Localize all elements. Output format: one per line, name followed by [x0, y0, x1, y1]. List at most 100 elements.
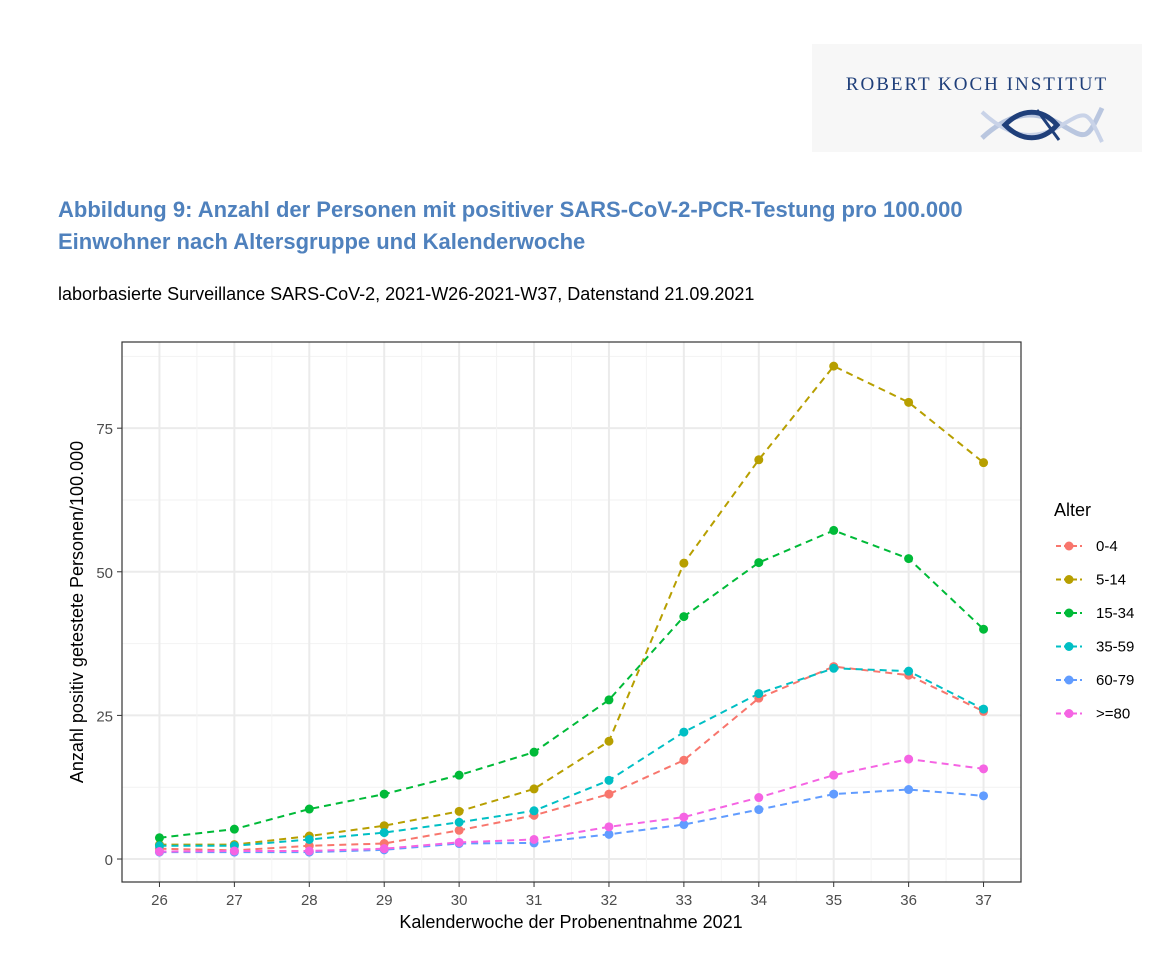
figure-title: Abbildung 9: Anzahl der Personen mit pos… — [58, 194, 1138, 258]
x-tick-label: 32 — [601, 892, 618, 909]
data-point-15-34 — [229, 824, 239, 834]
y-tick-label: 0 — [105, 852, 113, 869]
data-point-35-59 — [679, 727, 689, 737]
x-axis-label: Kalenderwoche der Probenentnahme 2021 — [399, 912, 742, 932]
x-tick-label: 35 — [825, 892, 842, 909]
data-point-80 — [979, 764, 989, 774]
y-tick-label: 25 — [96, 708, 113, 725]
data-point-80 — [454, 837, 464, 847]
grid-lines — [122, 342, 1021, 882]
data-point-0-4 — [604, 789, 614, 799]
x-tick-label: 29 — [376, 892, 393, 909]
series-line-80 — [159, 758, 984, 853]
x-tick-label: 37 — [975, 892, 992, 909]
data-point-80 — [379, 844, 389, 854]
data-point-15-34 — [454, 770, 464, 780]
data-point-0-4 — [679, 755, 689, 765]
legend-key-point-5-14 — [1064, 575, 1074, 584]
x-tick-label: 33 — [676, 892, 693, 909]
data-point-35-59 — [979, 704, 989, 714]
x-tick-label: 27 — [226, 892, 243, 909]
data-point-60-79 — [754, 805, 764, 815]
data-point-35-59 — [829, 663, 839, 673]
data-point-5-14 — [829, 361, 839, 371]
data-point-15-34 — [529, 747, 539, 757]
data-point-5-14 — [754, 455, 764, 465]
y-tick-label: 50 — [96, 565, 113, 582]
figure-title-line-1: Abbildung 9: Anzahl der Personen mit pos… — [58, 197, 963, 222]
logo-helix-icon — [980, 106, 1105, 143]
data-point-5-14 — [379, 821, 389, 831]
legend-label-60-79: 60-79 — [1096, 672, 1134, 689]
data-point-15-34 — [679, 612, 689, 622]
y-axis-label: Anzahl positiv getestete Personen/100.00… — [67, 441, 87, 783]
legend-label-5-14: 5-14 — [1096, 572, 1126, 589]
data-point-15-34 — [979, 624, 989, 634]
data-point-60-79 — [679, 820, 689, 830]
figure-title-line-2: Einwohner nach Altersgruppe und Kalender… — [58, 229, 586, 254]
x-tick-label: 26 — [151, 892, 168, 909]
data-point-5-14 — [979, 458, 989, 468]
data-point-15-34 — [379, 789, 389, 799]
data-point-35-59 — [604, 775, 614, 785]
data-point-35-59 — [904, 666, 914, 676]
data-point-35-59 — [304, 834, 314, 844]
data-point-80 — [154, 847, 164, 857]
figure-subtitle: laborbasierte Surveillance SARS-CoV-2, 2… — [58, 284, 755, 304]
data-point-15-34 — [604, 695, 614, 705]
x-tick-label: 36 — [900, 892, 917, 909]
data-point-15-34 — [154, 833, 164, 843]
legend-title: Alter — [1054, 500, 1091, 520]
data-point-80 — [604, 822, 614, 832]
legend-key-point-60-79 — [1064, 675, 1074, 685]
data-point-35-59 — [529, 806, 539, 816]
data-point-5-14 — [904, 397, 914, 407]
y-tick-label: 75 — [96, 421, 113, 438]
x-tick-label: 30 — [451, 892, 468, 909]
data-point-60-79 — [829, 789, 839, 799]
plot-panel-border — [121, 341, 1022, 883]
data-point-15-34 — [304, 804, 314, 814]
legend-label-35-59: 35-59 — [1096, 639, 1134, 656]
data-point-5-14 — [454, 806, 464, 816]
data-point-80 — [229, 846, 239, 856]
data-point-60-79 — [904, 785, 914, 795]
data-point-5-14 — [529, 784, 539, 794]
data-point-60-79 — [979, 791, 989, 801]
data-point-0-4 — [454, 825, 464, 835]
x-tick-label: 34 — [750, 892, 767, 909]
data-point-80 — [679, 812, 689, 822]
legend-key-point-0-4 — [1064, 541, 1074, 551]
legend-label-80: >=80 — [1096, 706, 1130, 723]
series-line-35-59 — [159, 667, 984, 847]
data-point-15-34 — [829, 525, 839, 535]
logo-text: ROBERT KOCH INSTITUT — [845, 74, 1109, 95]
legend-key-point-15-34 — [1064, 608, 1074, 618]
x-tick-label: 31 — [526, 892, 543, 909]
data-point-80 — [829, 770, 839, 780]
data-point-5-14 — [604, 736, 614, 746]
data-point-15-34 — [754, 558, 764, 568]
logo: ROBERT KOCH INSTITUT — [812, 44, 1142, 152]
data-point-80 — [529, 834, 539, 844]
data-point-80 — [754, 793, 764, 803]
data-point-80 — [304, 846, 314, 856]
x-tick-label: 28 — [301, 892, 318, 909]
series-line-60-79 — [159, 788, 984, 854]
series-group — [154, 361, 989, 857]
data-point-35-59 — [379, 828, 389, 838]
data-point-35-59 — [454, 817, 464, 827]
series-line-5-14 — [159, 364, 985, 846]
axes: 0 25 50 75 26 27 28 29 30 31 32 33 34 35 36 37 — [96, 421, 992, 909]
legend-key-point-80 — [1064, 709, 1074, 718]
legend-label-15-34: 15-34 — [1096, 605, 1134, 622]
data-point-5-14 — [679, 558, 689, 568]
data-point-15-34 — [904, 554, 914, 564]
legend-label-0-4: 0-4 — [1096, 538, 1118, 555]
series-line-0-4 — [159, 665, 984, 852]
legend: Alter 0-4 5-14 15-34 35-59 60-79 >=80 — [1054, 500, 1134, 723]
legend-key-point-35-59 — [1064, 642, 1074, 651]
data-point-60-79 — [604, 829, 614, 839]
data-point-80 — [904, 754, 914, 764]
